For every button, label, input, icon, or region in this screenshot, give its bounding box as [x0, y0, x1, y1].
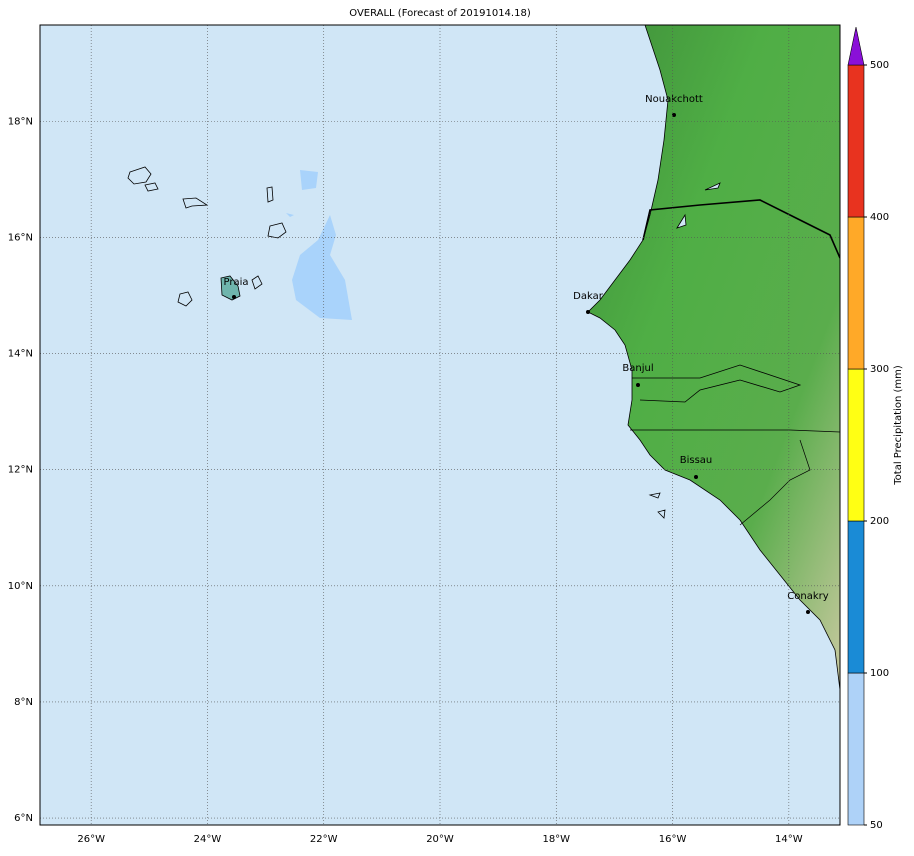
- map-title: OVERALL (Forecast of 20191014.18): [349, 8, 531, 19]
- colorbar-extend: [847, 26, 865, 66]
- city-dot: [636, 383, 640, 387]
- city-label: Bissau: [680, 455, 713, 466]
- city-dot: [232, 295, 236, 299]
- islands: [127, 166, 721, 519]
- lon-tick-label: 26°W: [77, 834, 105, 845]
- lat-tick-label: 14°N: [8, 349, 33, 360]
- city-label: Praia: [224, 277, 249, 288]
- lon-tick-label: 22°W: [310, 834, 338, 845]
- colorbar-segment: [847, 520, 865, 674]
- lon-tick-label: 24°W: [194, 834, 222, 845]
- lat-tick-label: 18°N: [8, 116, 33, 127]
- city-label: Nouakchott: [645, 94, 703, 105]
- graticule: [40, 25, 840, 825]
- lon-tick-label: 18°W: [542, 834, 570, 845]
- colorbar-segment: [847, 216, 865, 370]
- city-dot: [694, 475, 698, 479]
- colorbar-tick-label: 400: [870, 212, 889, 223]
- colorbar-tick-label: 50: [870, 820, 883, 831]
- city-dot: [672, 113, 676, 117]
- colorbar-segment: [847, 368, 865, 522]
- colorbar-tick-label: 300: [870, 364, 889, 375]
- lat-tick-label: 12°N: [8, 465, 33, 476]
- colorbar-tick-label: 100: [870, 668, 889, 679]
- colorbar-segment: [847, 64, 865, 218]
- lon-tick-label: 20°W: [426, 834, 454, 845]
- city-label: Dakar: [573, 291, 604, 302]
- lon-tick-label: 14°W: [775, 834, 803, 845]
- border: [632, 364, 802, 403]
- lat-tick-label: 6°N: [14, 813, 33, 824]
- city-label: Banjul: [622, 363, 653, 374]
- cities: Nouakchott Praia Dakar Banjul Bissau Con…: [224, 94, 829, 614]
- border: [630, 429, 840, 526]
- border: [642, 199, 840, 259]
- city-dot: [806, 610, 810, 614]
- city-label: Conakry: [787, 591, 828, 602]
- colorbar-label: Total Precipitation (mm): [893, 365, 904, 486]
- land: [587, 25, 840, 691]
- city-dot: [586, 310, 590, 314]
- lon-tick-label: 16°W: [659, 834, 687, 845]
- colorbar-tick-label: 500: [870, 60, 889, 71]
- lat-tick-label: 10°N: [8, 581, 33, 592]
- lat-tick-label: 8°N: [14, 697, 33, 708]
- colorbar-segment: [847, 672, 865, 826]
- colorbar-tick-label: 200: [870, 516, 889, 527]
- map-frame: [39, 24, 841, 826]
- lat-tick-label: 16°N: [8, 232, 33, 243]
- precip-area: [286, 170, 352, 320]
